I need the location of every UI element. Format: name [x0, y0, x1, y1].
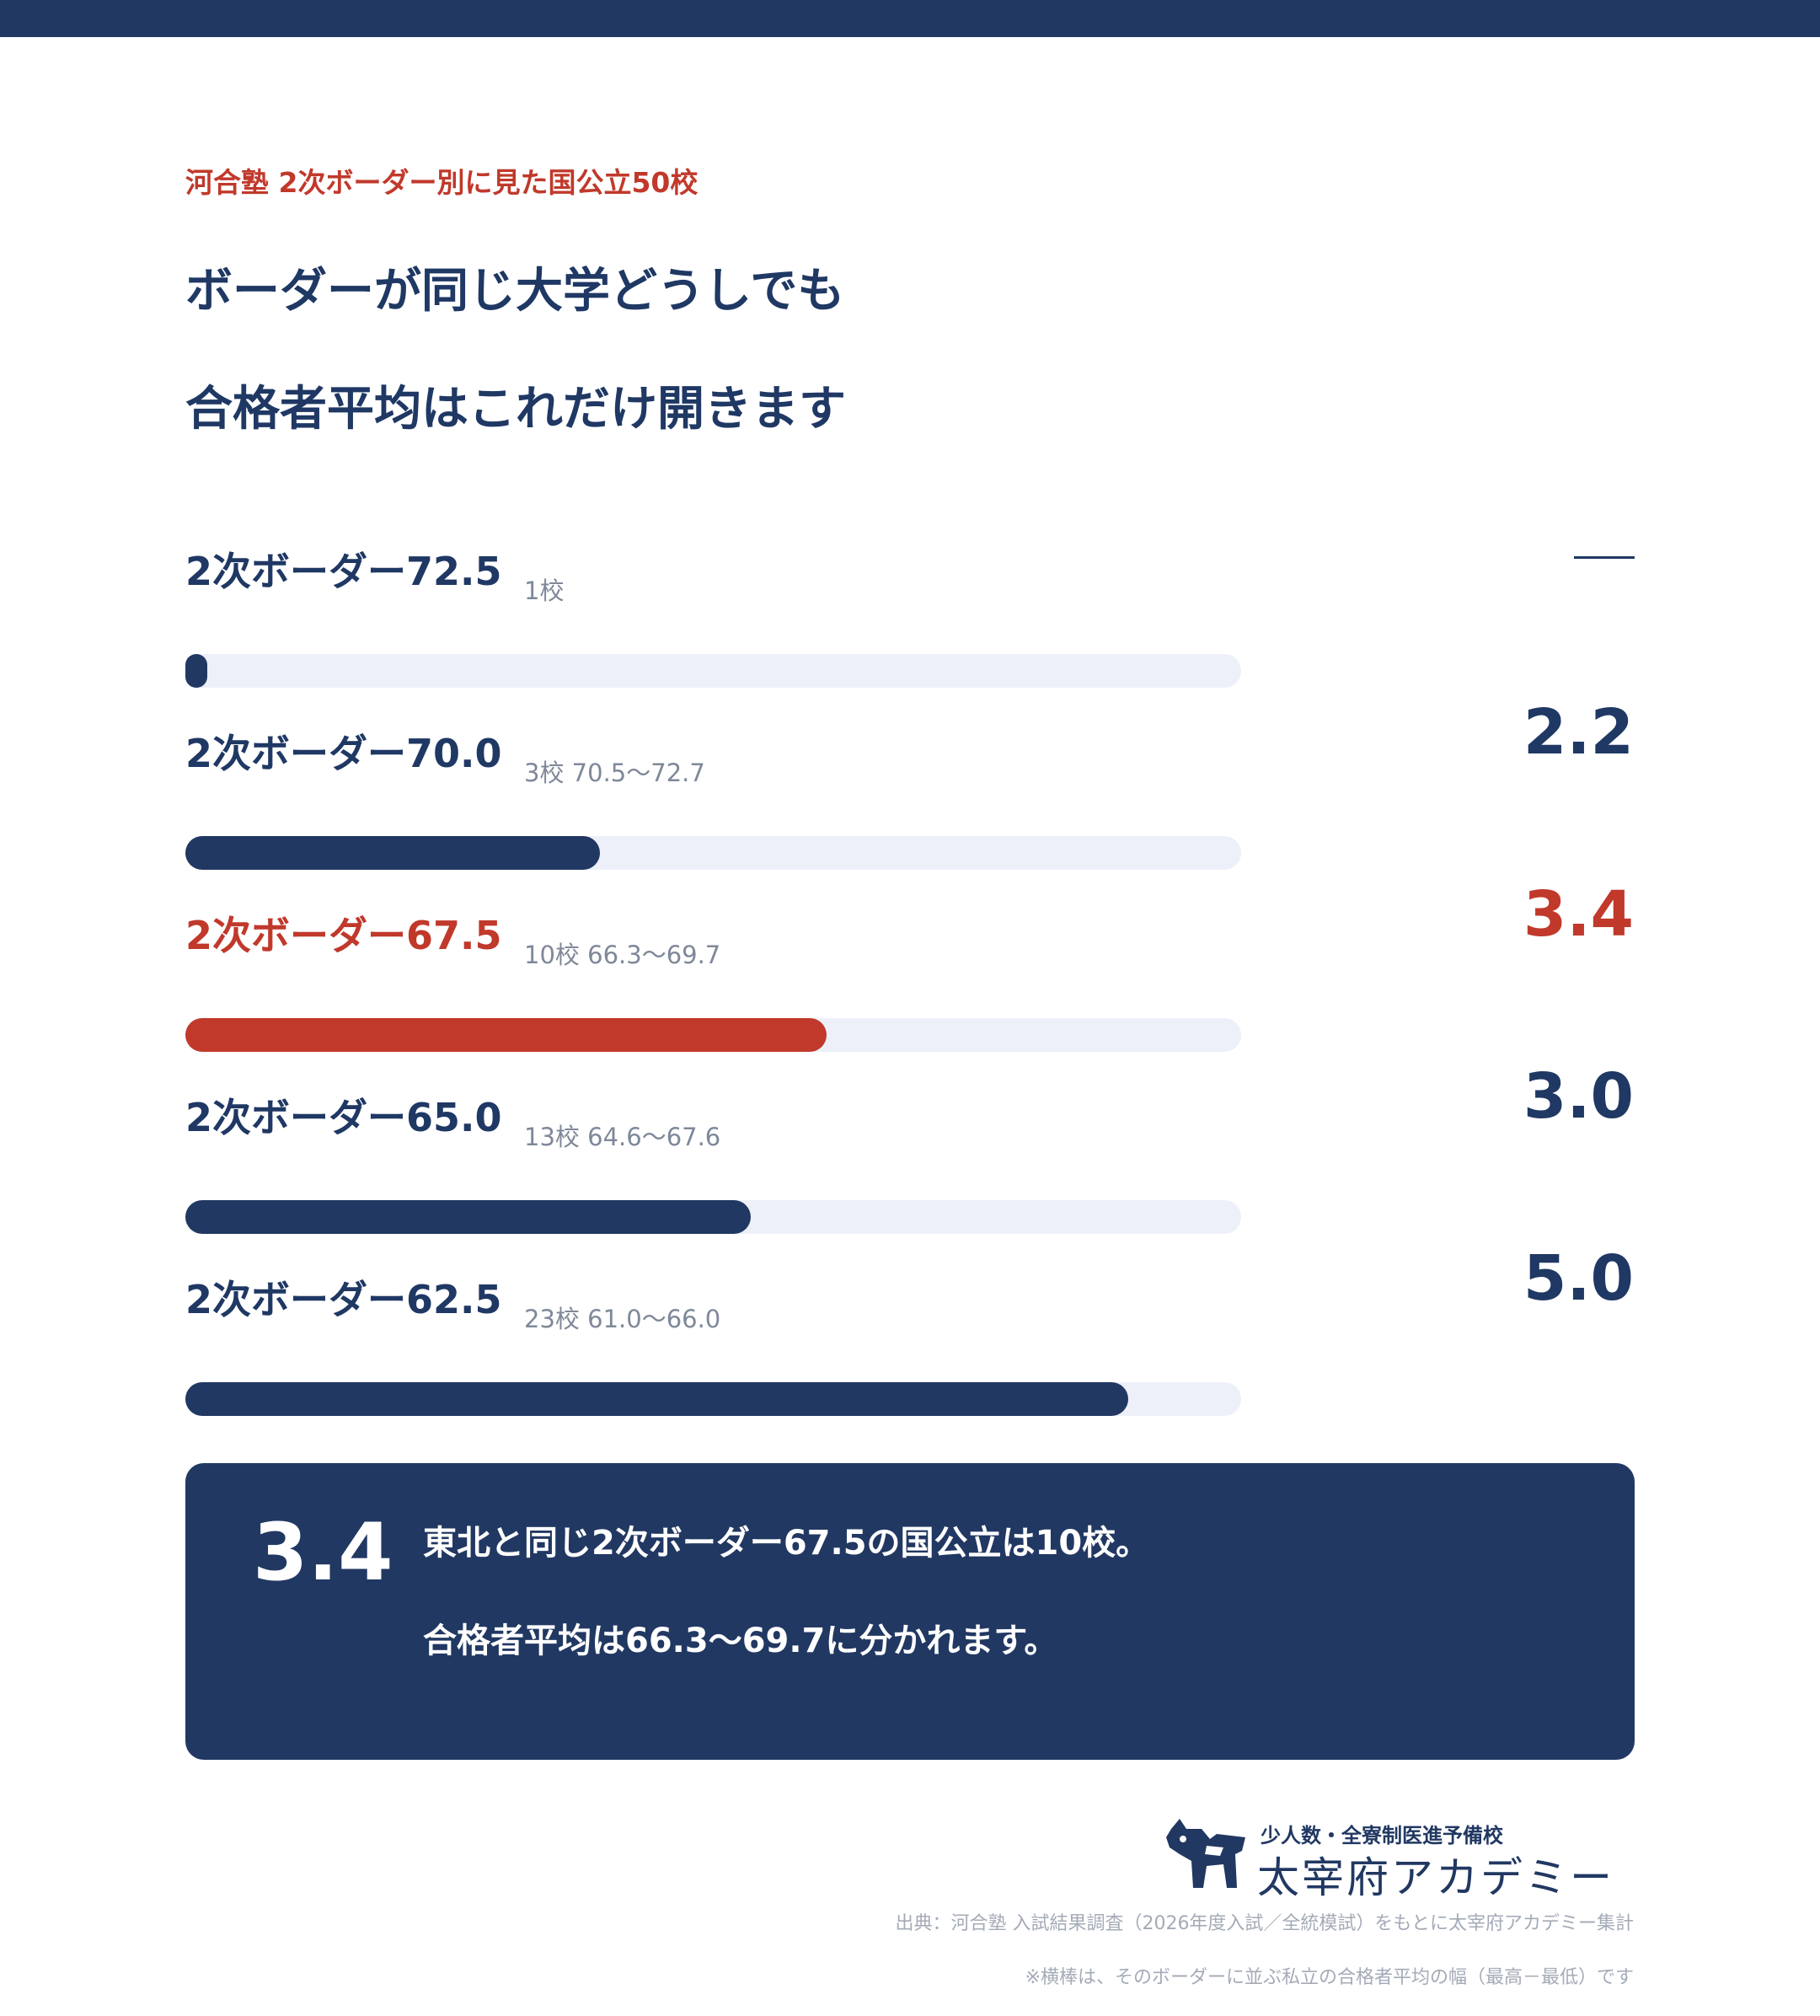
bar-track [185, 654, 1241, 688]
logo-name: 太宰府アカデミー [1257, 1853, 1614, 1902]
row-label: 2次ボーダー72.5 [185, 549, 502, 594]
callout-line-2: 合格者平均は66.3〜69.7に分かれます。 [423, 1622, 1058, 1660]
bar [185, 1382, 1128, 1416]
callout-value: 3.4 [253, 1507, 393, 1599]
bar-track [185, 1200, 1241, 1234]
row-value: 3.4 [1523, 878, 1634, 951]
bar [185, 836, 601, 870]
dog-mascot-icon [1166, 1819, 1245, 1888]
headline-line-1: ボーダーが同じ大学どうしでも [185, 264, 845, 319]
bar [185, 1200, 752, 1234]
callout-line-1: 東北と同じ2次ボーダー67.5の国公立は10校。 [423, 1524, 1150, 1563]
row-value: 3.0 [1523, 1060, 1634, 1133]
logo-tagline: 少人数・全寮制医進予備校 [1261, 1823, 1503, 1847]
bar-track [185, 836, 1241, 870]
footnote: ※横棒は、そのボーダーに並ぶ私立の合格者平均の幅（最高－最低）です [1025, 1967, 1634, 1988]
row-sublabel: 13校 64.6〜67.6 [524, 1123, 721, 1151]
brand-logo: 少人数・全寮制医進予備校 太宰府アカデミー [1164, 1815, 1636, 1902]
row-value: 2.2 [1523, 696, 1634, 769]
bar [185, 1018, 827, 1052]
row-label: 2次ボーダー62.5 [185, 1277, 502, 1322]
headline-line-2: 合格者平均はこれだけ開きます [185, 382, 846, 437]
eyebrow-label: 河合塾 2次ボーダー別に見た国公立50校 [185, 166, 699, 199]
row-label: 2次ボーダー65.0 [185, 1095, 502, 1140]
row-label: 2次ボーダー70.0 [185, 731, 502, 776]
no-data-dash [1574, 556, 1635, 559]
bar [185, 654, 207, 688]
row-sublabel: 23校 61.0〜66.0 [524, 1305, 721, 1333]
row-label: 2次ボーダー67.5 [185, 913, 502, 958]
row-sublabel: 3校 70.5〜72.7 [524, 759, 705, 787]
row-value: 5.0 [1523, 1242, 1634, 1315]
bar-track [185, 1018, 1241, 1052]
row-sublabel: 1校 [524, 576, 565, 605]
source-note: 出典：河合塾 入試結果調査（2026年度入試／全統模試）をもとに太宰府アカデミー… [895, 1913, 1634, 1934]
top-accent-bar [0, 0, 1820, 37]
callout-box: 3.4 東北と同じ2次ボーダー67.5の国公立は10校。 合格者平均は66.3〜… [185, 1463, 1635, 1760]
bar-track [185, 1382, 1241, 1416]
row-sublabel: 10校 66.3〜69.7 [524, 941, 721, 969]
